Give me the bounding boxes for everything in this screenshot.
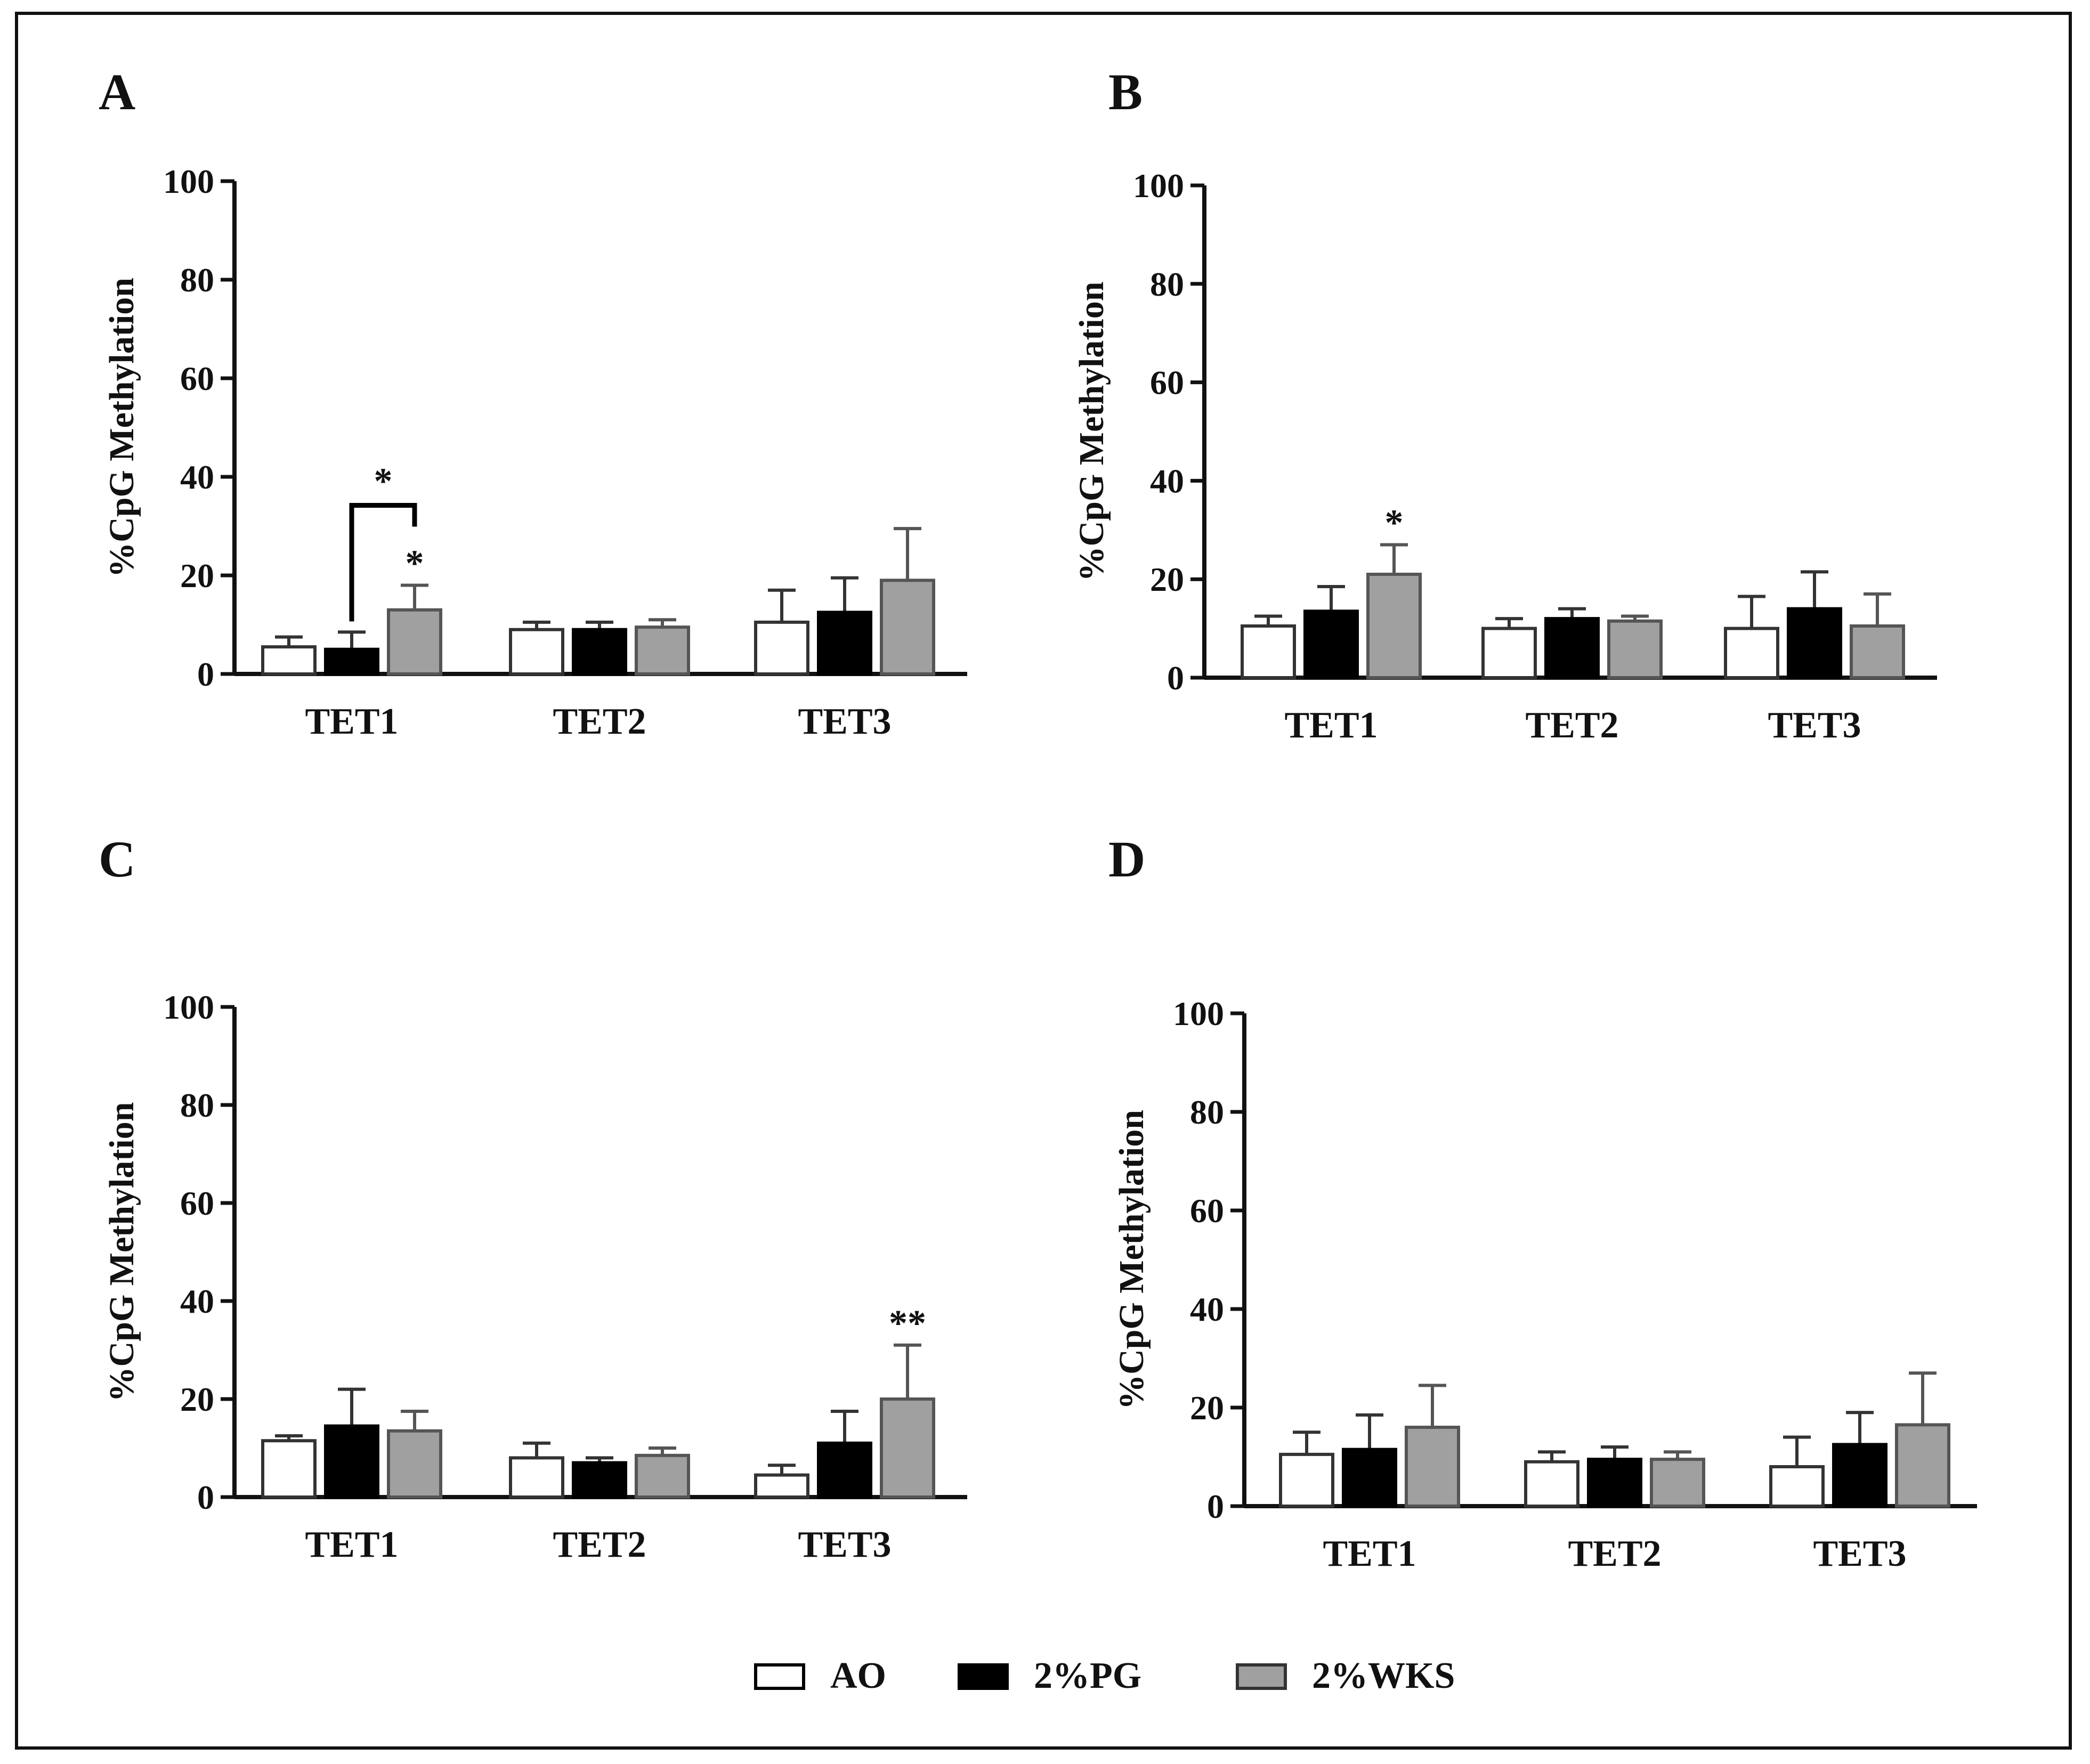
significance-mark-a-0: *	[406, 543, 424, 584]
bar-c-tet2-ao	[509, 1456, 564, 1499]
bar-a-tet1-ao	[261, 645, 317, 676]
x-tick-label-d-tet3: TET3	[1813, 1533, 1906, 1574]
bar-c-tet3-wks	[880, 1397, 935, 1499]
panel-letter-d: D	[1108, 831, 1145, 888]
y-tick-label-b: 40	[1150, 462, 1184, 500]
legend-swatch-wks	[1236, 1663, 1287, 1690]
x-tick-label-b-tet2: TET2	[1525, 705, 1618, 746]
legend-label-wks: 2%WKS	[1312, 1655, 1455, 1696]
bar-d-tet1-pg	[1342, 1448, 1397, 1508]
bar-c-tet1-wks	[387, 1429, 442, 1499]
bar-d-tet1-ao	[1279, 1452, 1334, 1508]
y-tick-label-a: 100	[163, 162, 214, 200]
bar-d-tet3-wks	[1895, 1423, 1950, 1508]
y-axis-label-c: %CpG Methylation	[102, 1102, 141, 1402]
significance-bracket-a	[349, 503, 417, 622]
y-tick-label-a: 80	[180, 261, 214, 299]
legend: AO 2%PG 2%WKS	[754, 1655, 1455, 1696]
bar-c-tet2-wks	[635, 1453, 690, 1499]
y-tick-label-b: 20	[1150, 560, 1184, 598]
bar-b-tet3-pg	[1787, 607, 1842, 680]
bar-b-tet3-wks	[1850, 624, 1905, 679]
y-tick-label-a: 60	[180, 360, 214, 397]
bar-a-tet2-pg	[572, 628, 627, 676]
y-tick-label-c: 20	[180, 1380, 214, 1418]
x-tick-label-d-tet1: TET1	[1323, 1533, 1416, 1574]
y-tick-label-d: 40	[1190, 1290, 1224, 1328]
y-axis-label-b: %CpG Methylation	[1072, 282, 1111, 582]
bar-a-tet2-wks	[635, 625, 690, 676]
y-tick-label-d: 20	[1190, 1389, 1224, 1427]
bar-a-tet3-wks	[880, 579, 935, 676]
x-tick-label-a-tet3: TET3	[798, 701, 891, 742]
legend-label-pg: 2%PG	[1034, 1655, 1141, 1696]
y-tick-label-c: 100	[163, 988, 214, 1026]
bar-b-tet2-ao	[1481, 627, 1537, 679]
bar-c-tet1-ao	[261, 1439, 317, 1499]
y-tick-label-a: 20	[180, 557, 214, 595]
y-tick-label-a: 40	[180, 458, 214, 496]
x-tick-label-c-tet3: TET3	[798, 1524, 891, 1565]
bar-a-tet2-ao	[509, 628, 564, 676]
y-tick-label-c: 60	[180, 1184, 214, 1222]
significance-mark-c-0: **	[889, 1303, 926, 1344]
bar-a-tet1-wks	[387, 608, 442, 676]
bar-d-tet3-ao	[1769, 1465, 1825, 1508]
y-tick-label-a: 0	[197, 655, 214, 693]
y-axis-label-d: %CpG Methylation	[1112, 1110, 1151, 1410]
bar-c-tet3-pg	[817, 1441, 872, 1499]
x-tick-label-c-tet1: TET1	[305, 1524, 398, 1565]
bar-d-tet1-wks	[1405, 1426, 1460, 1508]
bar-d-tet2-wks	[1650, 1458, 1705, 1508]
legend-swatch-ao	[754, 1663, 805, 1690]
bar-c-tet2-pg	[572, 1461, 627, 1499]
bar-a-tet1-pg	[324, 647, 379, 676]
panel-a: A 0 20 40 60 80 100 %CpG Methylation TET1 TET2 TET…	[99, 63, 967, 742]
bar-d-tet2-pg	[1587, 1458, 1642, 1508]
y-tick-label-b: 0	[1167, 659, 1184, 697]
x-tick-label-c-tet2: TET2	[553, 1524, 646, 1565]
x-tick-label-a-tet1: TET1	[305, 701, 398, 742]
bar-d-tet2-ao	[1524, 1460, 1579, 1508]
panel-letter-b: B	[1108, 63, 1143, 120]
significance-bracket-mark-a: *	[374, 461, 393, 502]
bar-b-tet2-wks	[1607, 619, 1663, 679]
bar-a-tet3-ao	[754, 620, 809, 676]
y-axis-label-a: %CpG Methylation	[102, 278, 141, 578]
y-tick-label-c: 40	[180, 1282, 214, 1320]
bar-b-tet1-ao	[1241, 624, 1296, 679]
bar-c-tet1-pg	[324, 1424, 379, 1499]
bar-b-tet3-ao	[1724, 627, 1779, 679]
panel-c: C 0 20 40 60 80 100 %CpG Methylation TET1 TET2 TET…	[99, 831, 967, 1565]
panel-d: D 0 20 40 60 80 100 %CpG Methylation TET1 TET2 TET…	[1108, 831, 1977, 1574]
bar-c-tet3-ao	[754, 1473, 809, 1499]
bar-b-tet2-pg	[1544, 617, 1600, 679]
bar-b-tet1-pg	[1303, 609, 1359, 680]
x-tick-label-d-tet2: TET2	[1568, 1533, 1661, 1574]
panel-letter-c: C	[99, 831, 135, 888]
x-tick-label-b-tet1: TET1	[1284, 705, 1378, 746]
significance-mark-b-0: *	[1385, 503, 1404, 544]
y-tick-label-b: 60	[1150, 364, 1184, 402]
x-tick-label-b-tet3: TET3	[1768, 705, 1861, 746]
legend-swatch-pg	[958, 1663, 1009, 1690]
y-tick-label-b: 80	[1150, 265, 1184, 303]
panel-b: B 0 20 40 60 80 100 %CpG Methylation TET1 TET2 TET…	[1072, 63, 1937, 746]
y-tick-label-c: 80	[180, 1086, 214, 1124]
bar-d-tet3-pg	[1832, 1443, 1888, 1508]
y-tick-label-d: 100	[1173, 995, 1224, 1033]
x-tick-label-a-tet2: TET2	[553, 701, 646, 742]
legend-label-ao: AO	[830, 1655, 886, 1696]
bar-a-tet3-pg	[817, 611, 872, 676]
y-tick-label-c: 0	[197, 1478, 214, 1516]
bar-b-tet1-wks	[1366, 572, 1422, 679]
y-tick-label-b: 100	[1133, 167, 1184, 205]
y-tick-label-d: 0	[1207, 1487, 1224, 1525]
y-tick-label-d: 80	[1190, 1093, 1224, 1131]
panel-letter-a: A	[99, 63, 135, 120]
y-tick-label-d: 60	[1190, 1192, 1224, 1230]
